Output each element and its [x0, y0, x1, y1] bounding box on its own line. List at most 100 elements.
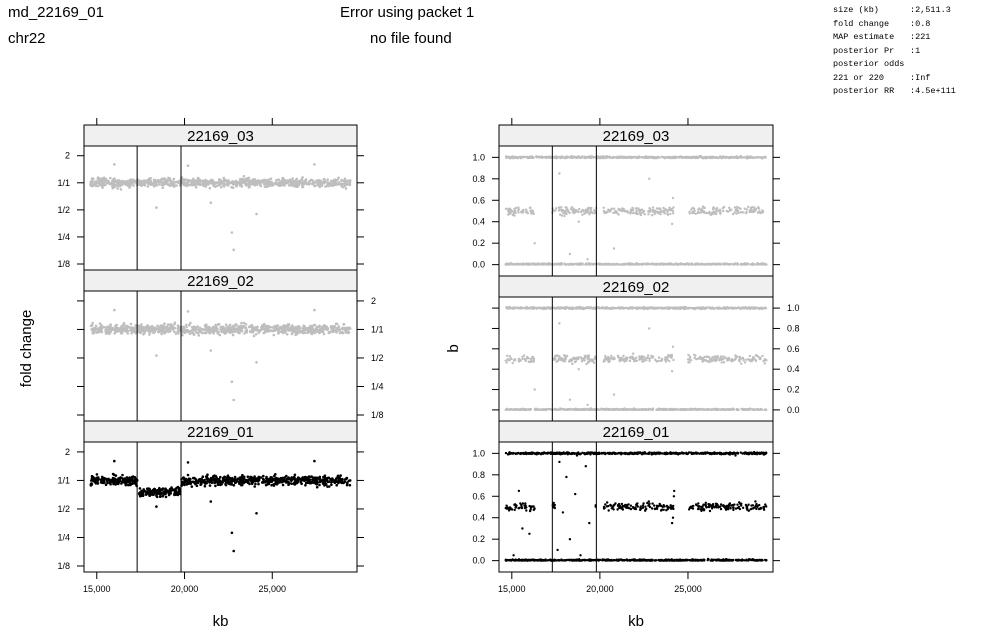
- stat-key: size (kb): [833, 5, 879, 15]
- data-point: [597, 155, 600, 159]
- data-point: [341, 327, 345, 331]
- data-point: [573, 211, 577, 214]
- data-point: [521, 263, 524, 266]
- data-point: [567, 210, 570, 214]
- data-point: [504, 207, 508, 210]
- data-point: [526, 212, 530, 215]
- data-point: [233, 475, 237, 479]
- data-point: [219, 326, 222, 329]
- data-point: [568, 262, 572, 266]
- data-point: [684, 155, 687, 159]
- data-point: [240, 328, 243, 331]
- data-point: [291, 329, 295, 333]
- data-points: [504, 305, 768, 412]
- data-point: [755, 207, 758, 211]
- data-point: [565, 211, 568, 215]
- data-point: [123, 324, 127, 327]
- data-point: [119, 180, 122, 183]
- data-point: [308, 330, 311, 334]
- data-point: [641, 262, 645, 265]
- data-point: [244, 326, 248, 330]
- data-point: [262, 324, 265, 327]
- data-point: [752, 263, 755, 266]
- data-point: [217, 183, 221, 187]
- data-point: [725, 155, 728, 159]
- data-point: [293, 473, 297, 477]
- data-point: [134, 324, 138, 327]
- data-point: [539, 156, 542, 159]
- data-point: [224, 331, 228, 335]
- data-point: [688, 210, 691, 213]
- data-point: [219, 186, 223, 189]
- data-point: [146, 185, 150, 188]
- data-point: [697, 210, 700, 214]
- data-point: [321, 330, 325, 333]
- y-tick-label: 2: [371, 296, 376, 306]
- data-point: [287, 477, 291, 481]
- data-point: [268, 184, 271, 188]
- data-point: [620, 155, 624, 159]
- data-point: [735, 155, 738, 159]
- data-point: [527, 262, 530, 266]
- data-point: [334, 180, 338, 184]
- data-point: [255, 512, 258, 515]
- data-point: [192, 476, 195, 480]
- data-point: [159, 489, 162, 493]
- data-point: [201, 480, 205, 484]
- data-point: [638, 210, 641, 213]
- data-point: [204, 185, 207, 188]
- data-point: [674, 156, 677, 160]
- data-point: [130, 475, 134, 479]
- data-point: [242, 175, 246, 178]
- data-point: [263, 182, 267, 186]
- data-point: [229, 482, 232, 486]
- y-tick-label: 2: [65, 151, 70, 161]
- data-point: [122, 327, 126, 330]
- data-point: [291, 324, 294, 327]
- data-point: [507, 212, 511, 215]
- data-point: [172, 177, 176, 181]
- data-point: [212, 326, 215, 329]
- data-point: [149, 180, 153, 184]
- data-point: [110, 478, 114, 482]
- data-point: [169, 325, 173, 329]
- x-tick-label: 25,000: [259, 584, 287, 594]
- data-point: [231, 333, 235, 337]
- data-point: [555, 207, 558, 210]
- data-point: [122, 321, 126, 325]
- data-point: [757, 206, 760, 209]
- data-point: [586, 258, 589, 261]
- data-point: [333, 324, 336, 328]
- y-tick-label: 1/4: [57, 232, 70, 242]
- data-point: [345, 476, 348, 480]
- data-point: [262, 474, 265, 478]
- data-point: [183, 331, 187, 335]
- stat-key: fold change: [833, 18, 890, 29]
- data-point: [316, 180, 319, 183]
- data-point: [626, 155, 630, 159]
- data-point: [543, 262, 546, 265]
- data-point: [142, 179, 146, 182]
- data-point: [155, 492, 159, 495]
- data-point: [516, 156, 520, 159]
- data-point: [272, 333, 276, 337]
- data-point: [296, 325, 299, 329]
- data-point: [184, 182, 188, 185]
- data-point: [276, 324, 280, 327]
- data-point: [129, 322, 133, 326]
- data-point: [169, 323, 173, 326]
- data-point: [670, 156, 674, 159]
- data-point: [236, 330, 239, 334]
- data-point: [204, 178, 207, 182]
- data-point: [644, 262, 647, 266]
- data-point: [290, 332, 294, 336]
- data-point: [306, 327, 309, 330]
- data-point: [271, 329, 274, 333]
- data-point: [571, 362, 574, 366]
- data-point: [266, 325, 269, 328]
- data-point: [529, 155, 532, 159]
- data-point: [181, 333, 184, 337]
- data-point: [187, 482, 190, 486]
- data-point: [94, 184, 97, 187]
